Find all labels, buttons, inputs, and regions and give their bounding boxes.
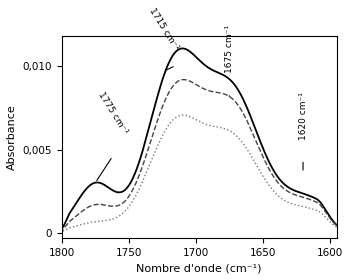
Text: 1620 cm⁻¹: 1620 cm⁻¹ (299, 92, 308, 139)
Text: 1775 cm⁻¹: 1775 cm⁻¹ (96, 91, 129, 136)
X-axis label: Nombre d'onde (cm⁻¹): Nombre d'onde (cm⁻¹) (136, 263, 262, 273)
Y-axis label: Absorbance: Absorbance (7, 104, 17, 170)
Text: 1675 cm⁻¹: 1675 cm⁻¹ (225, 25, 234, 73)
Text: 1715 cm⁻¹: 1715 cm⁻¹ (147, 6, 180, 51)
